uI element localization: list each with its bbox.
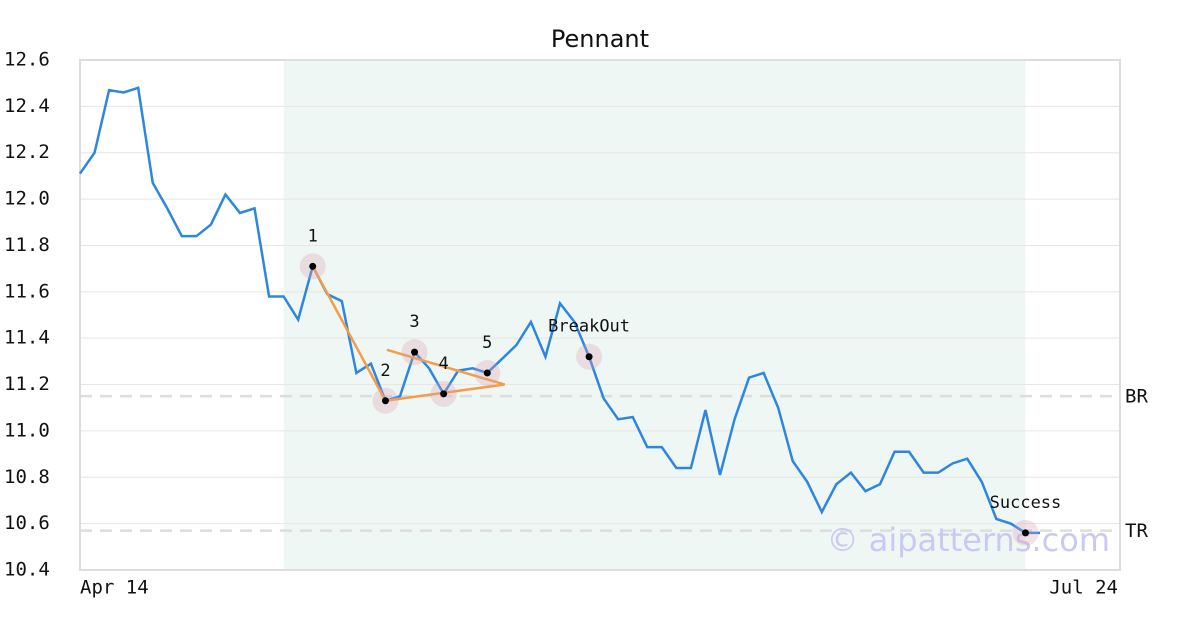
point-label: 4: [439, 354, 449, 374]
plot-frame: [79, 59, 1121, 571]
y-tick-label: 12.0: [4, 188, 50, 210]
point-label: 5: [482, 333, 492, 353]
y-tick-label: 11.8: [4, 234, 50, 256]
level-label: BR: [1125, 386, 1148, 408]
point-dot: [440, 390, 448, 398]
y-tick-label: 11.4: [4, 327, 50, 349]
trendline: [386, 348, 506, 386]
point-dot: [411, 348, 419, 356]
x-tick-label: Jul 24: [1049, 577, 1118, 599]
chart-title: Pennant: [551, 25, 649, 53]
level-label: TR: [1125, 520, 1148, 542]
point-dot: [1021, 529, 1029, 537]
y-tick-label: 12.4: [4, 95, 50, 117]
watermark: © aipatterns.com: [827, 521, 1110, 559]
point-label: Success: [990, 493, 1062, 513]
point-label: 2: [380, 361, 390, 381]
point-dot: [483, 369, 491, 377]
point-label: BreakOut: [548, 317, 630, 337]
y-tick-label: 11.2: [4, 373, 50, 395]
point-dot: [381, 397, 389, 405]
shaded-region: [283, 60, 1026, 570]
trendline: [311, 265, 387, 402]
y-tick-label: 10.8: [4, 466, 50, 488]
y-tick-label: 12.2: [4, 141, 50, 163]
y-tick-label: 12.6: [4, 49, 50, 71]
y-tick-label: 11.0: [4, 419, 50, 441]
y-tick-label: 10.4: [4, 559, 50, 581]
price-line: [78, 86, 1040, 535]
x-tick-label: Apr 14: [80, 577, 149, 599]
y-tick-label: 10.6: [4, 512, 50, 534]
point-dot: [585, 353, 593, 361]
point-label: 3: [409, 312, 419, 332]
point-dot: [309, 262, 317, 270]
y-tick-label: 11.6: [4, 280, 50, 302]
point-label: 1: [308, 226, 318, 246]
